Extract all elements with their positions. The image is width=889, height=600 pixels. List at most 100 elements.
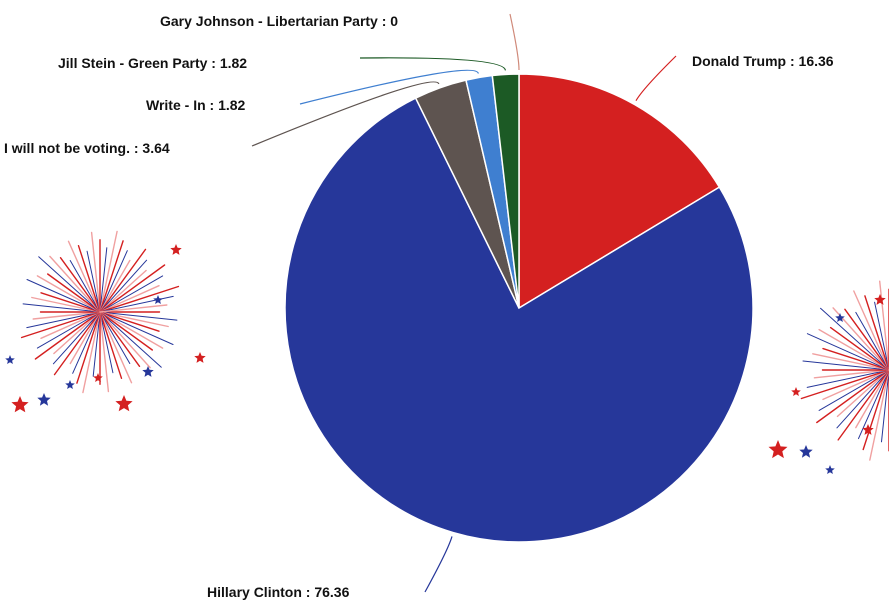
- firework-ray: [99, 311, 160, 332]
- firework-ray: [862, 369, 889, 451]
- firework-ray: [813, 369, 889, 379]
- leader-donald-trump: [635, 55, 677, 101]
- leader-not-voting: [251, 81, 440, 147]
- star-icon: [194, 352, 206, 363]
- pie-slice-jill-stein[interactable]: [491, 73, 520, 309]
- firework-ray: [90, 231, 101, 313]
- firework-ray: [67, 240, 101, 313]
- label-hillary-clinton: Hillary Clinton : 76.36: [207, 584, 350, 600]
- star-icon: [825, 465, 835, 474]
- firework-ray: [99, 311, 169, 328]
- firework-ray: [99, 311, 162, 368]
- firework-ray: [99, 285, 160, 313]
- firework-ray: [99, 275, 164, 313]
- firework-ray: [99, 311, 174, 345]
- star-icon: [153, 295, 163, 304]
- pie-slices: [284, 73, 754, 543]
- firework-ray: [99, 311, 110, 393]
- label-donald-trump: Donald Trump : 16.36: [692, 53, 834, 69]
- firework-ray: [99, 259, 148, 313]
- firework-ray: [72, 311, 101, 374]
- firework-ray: [881, 369, 889, 443]
- star-icon: [862, 424, 874, 435]
- star-icon: [768, 440, 788, 459]
- firework-ray: [99, 259, 131, 313]
- firework-ray: [20, 311, 101, 339]
- firework-ray: [99, 311, 131, 364]
- star-icon: [65, 380, 75, 389]
- firework-ray: [836, 369, 889, 418]
- leader-hillary-clinton: [424, 536, 453, 593]
- firework-ray: [99, 247, 108, 313]
- star-icon: [835, 313, 845, 322]
- firework-ray: [818, 328, 889, 371]
- firework-ray: [816, 369, 889, 424]
- star-icon: [115, 395, 133, 412]
- label-not-voting: I will not be voting. : 3.64: [4, 140, 170, 156]
- firework-ray: [99, 311, 114, 374]
- star-icon: [142, 366, 154, 377]
- leader-gary-johnson: [509, 13, 520, 71]
- firework-ray: [837, 369, 889, 441]
- star-icon: [11, 396, 29, 413]
- firework-ray: [879, 280, 889, 371]
- firework-ray: [34, 311, 101, 360]
- firework-ray: [806, 369, 889, 388]
- firework-ray: [69, 311, 101, 365]
- leader-jill-stein: [359, 57, 506, 71]
- star-icon: [799, 445, 813, 458]
- leader-write-in: [299, 69, 479, 105]
- firework-ray: [855, 369, 889, 429]
- firework-ray: [99, 311, 154, 351]
- firework-ray: [99, 311, 141, 367]
- firework-ray: [99, 285, 180, 313]
- firework-ray: [99, 230, 118, 313]
- star-icon: [5, 355, 15, 364]
- firework-ray: [59, 257, 101, 313]
- label-gary-johnson: Gary Johnson - Libertarian Party : 0: [160, 13, 398, 29]
- label-write-in: Write - In : 1.82: [146, 97, 246, 113]
- firework-ray: [47, 273, 101, 313]
- firework-ray: [822, 347, 889, 371]
- firework-ray: [36, 275, 101, 313]
- firework-ray: [99, 311, 123, 379]
- firework-ray: [86, 250, 101, 313]
- firework-ray: [864, 295, 889, 371]
- firework-ray: [800, 369, 889, 400]
- firework-ray: [844, 308, 889, 371]
- firework-ray: [812, 353, 889, 371]
- pie-slice-donald-trump[interactable]: [518, 73, 721, 310]
- firework-ray: [99, 311, 178, 321]
- firework-ray: [99, 311, 164, 349]
- firework-ray: [99, 250, 128, 313]
- firework-ray: [829, 326, 889, 371]
- firework-ray: [820, 307, 889, 371]
- firework-ray: [806, 333, 889, 371]
- firework-ray: [858, 369, 889, 440]
- firework-ray: [99, 248, 147, 313]
- firework-ray: [822, 369, 889, 401]
- firework-ray: [836, 369, 889, 429]
- firework-ray: [874, 301, 889, 371]
- firework-ray: [99, 304, 168, 313]
- firework-ray: [99, 264, 166, 313]
- firework-ray: [99, 269, 147, 313]
- label-leader-lines: [251, 13, 677, 593]
- firework-ray: [40, 292, 101, 313]
- firework-ray: [869, 369, 889, 461]
- firework-ray: [99, 240, 124, 313]
- firework-ray: [36, 311, 101, 349]
- firework-ray: [99, 311, 133, 384]
- pie-slice-hillary-clinton[interactable]: [284, 97, 754, 543]
- fireworks-right-decoration: [768, 280, 889, 474]
- star-icon: [93, 373, 103, 382]
- firework-ray: [855, 311, 889, 371]
- firework-ray: [26, 311, 101, 329]
- firework-ray: [818, 369, 889, 411]
- firework-ray: [53, 311, 101, 376]
- pie-labels: Donald Trump : 16.36 Hillary Clinton : 7…: [4, 13, 834, 600]
- label-jill-stein: Jill Stein - Green Party : 1.82: [58, 55, 247, 71]
- firework-ray: [38, 256, 101, 313]
- firework-ray: [49, 255, 101, 313]
